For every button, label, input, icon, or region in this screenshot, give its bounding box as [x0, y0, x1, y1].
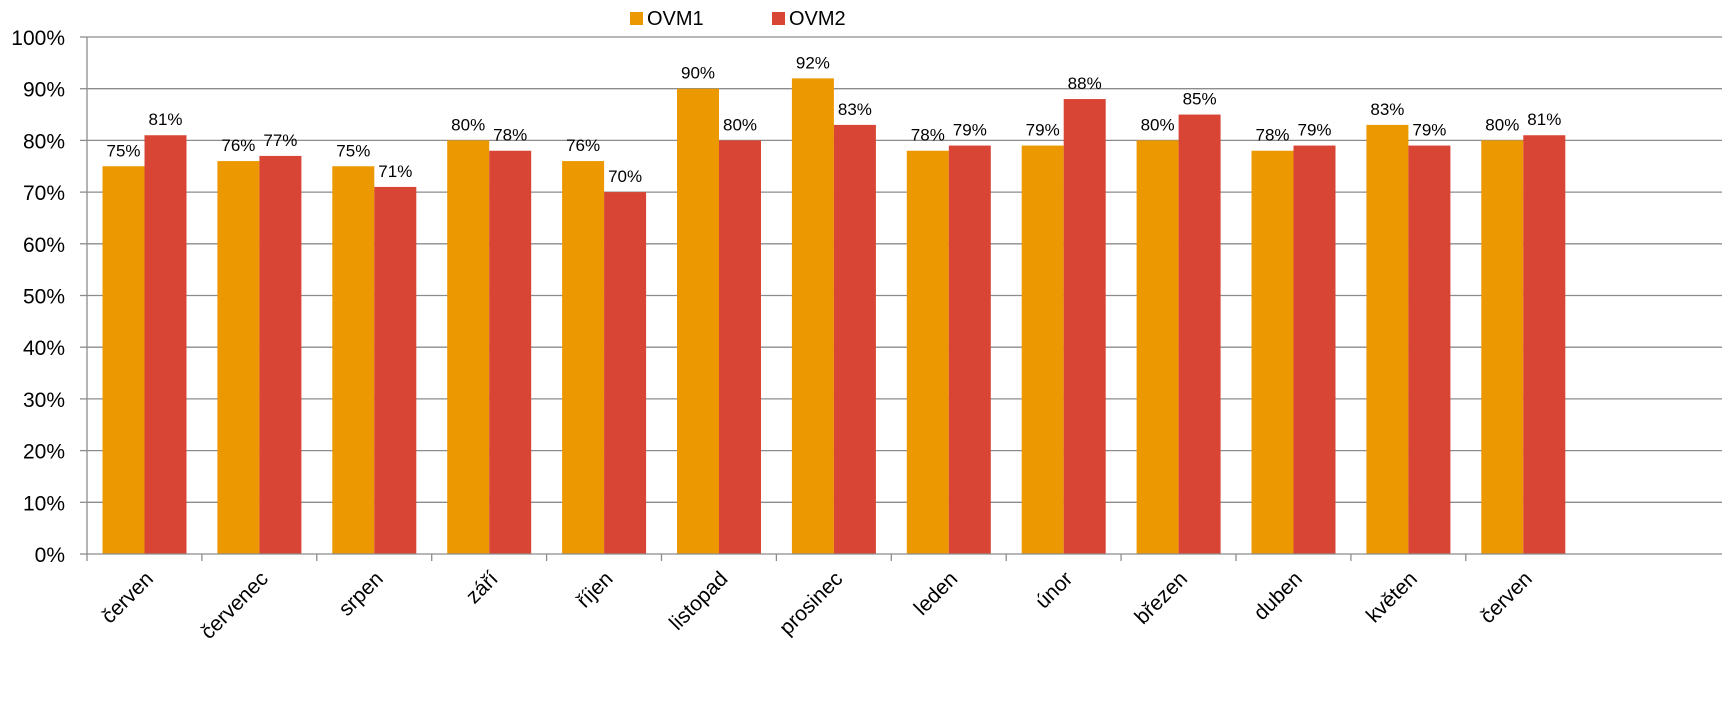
bar-ovm2-1 [259, 155, 302, 554]
x-tick-label: duben [1249, 567, 1307, 625]
y-tick-label: 80% [23, 130, 65, 153]
data-label: 88% [1068, 74, 1102, 93]
x-tick-label: srpen [334, 567, 387, 620]
data-label: 78% [911, 126, 945, 145]
axes [80, 36, 1722, 561]
data-label: 79% [1026, 121, 1060, 140]
legend-label-ovm2: OVM2 [789, 8, 846, 30]
data-label: 80% [1485, 115, 1519, 134]
data-label: 78% [1255, 126, 1289, 145]
y-tick-label: 10% [23, 492, 65, 515]
gridlines [87, 36, 1722, 503]
bar-ovm2-8 [1063, 99, 1106, 554]
legend-label-ovm1: OVM1 [647, 8, 704, 30]
x-tick-label: prosinec [775, 567, 847, 639]
data-label: 75% [106, 141, 140, 160]
bar-ovm2-7 [948, 145, 991, 554]
y-tick-label: 0% [35, 544, 65, 567]
bar-ovm1-6 [791, 78, 834, 555]
data-label: 76% [221, 136, 255, 155]
bar-ovm1-11 [1366, 124, 1409, 554]
bar-ovm2-11 [1408, 145, 1451, 554]
bar-ovm2-0 [144, 135, 187, 555]
y-tick-label: 20% [23, 441, 65, 464]
data-label: 90% [681, 64, 715, 83]
bar-ovm2-10 [1293, 145, 1336, 554]
x-tick-label: březen [1130, 567, 1192, 629]
data-label: 80% [451, 115, 485, 134]
data-label: 80% [1141, 115, 1175, 134]
data-label: 85% [1183, 90, 1217, 109]
bar-ovm1-4 [562, 161, 605, 554]
bar-ovm2-5 [719, 140, 761, 554]
y-tick-label: 100% [11, 27, 65, 50]
y-tick-label: 40% [23, 337, 65, 360]
bar-ovm1-8 [1021, 145, 1064, 554]
data-label: 79% [1297, 121, 1331, 140]
y-tick-labels: 0% 10% 20% 30% 40% 50% 60% 70% 80% 90% 100% [11, 27, 65, 567]
bar-ovm1-10 [1251, 150, 1294, 555]
x-tick-label: leden [910, 567, 963, 620]
x-tick-label: červenec [196, 567, 273, 644]
x-tick-label: říjen [572, 567, 617, 612]
data-label: 79% [953, 121, 987, 140]
data-label: 76% [566, 136, 600, 155]
bars [102, 78, 1566, 555]
data-label: 83% [1370, 100, 1404, 119]
bar-ovm1-9 [1136, 140, 1179, 554]
data-labels: 75% 81% 76% 77% 75% 71% 80% 78% 76% 70% 90% 80% 92% 8… [106, 53, 1561, 186]
bar-ovm1-2 [332, 166, 375, 554]
x-tick-label: květen [1362, 567, 1422, 627]
data-label: 71% [378, 162, 412, 181]
bar-ovm2-6 [833, 124, 876, 554]
bar-ovm1-1 [217, 161, 260, 554]
bar-ovm2-2 [374, 186, 417, 554]
data-label: 81% [1527, 110, 1561, 129]
bar-ovm1-5 [677, 88, 719, 554]
y-tick-label: 70% [23, 182, 65, 205]
x-tick-label: listopad [665, 567, 732, 634]
x-tick-label: červen [1476, 567, 1537, 628]
x-tick-label: září [462, 567, 503, 608]
data-label: 92% [796, 53, 830, 72]
y-tick-label: 50% [23, 286, 65, 309]
y-tick-label: 60% [23, 234, 65, 257]
bar-ovm1-12 [1481, 140, 1524, 554]
x-tick-label: červen [97, 567, 158, 628]
data-label: 70% [608, 167, 642, 186]
bar-ovm2-9 [1178, 114, 1221, 555]
data-label: 75% [336, 141, 370, 160]
legend-swatch-ovm2 [772, 12, 785, 25]
bar-ovm1-3 [447, 140, 490, 554]
data-label: 81% [148, 110, 182, 129]
data-label: 77% [263, 131, 297, 150]
data-label: 78% [493, 126, 527, 145]
data-label: 79% [1412, 121, 1446, 140]
x-tick-label: únor [1031, 567, 1077, 613]
bar-ovm2-4 [604, 192, 647, 554]
y-tick-label: 90% [23, 79, 65, 102]
bar-ovm1-0 [102, 166, 145, 554]
bar-ovm2-12 [1523, 135, 1566, 555]
bar-ovm2-3 [489, 150, 532, 555]
data-label: 80% [723, 115, 757, 134]
y-tick-label: 30% [23, 389, 65, 412]
x-tick-labels: červen červenec srpen září říjen listopad pros… [97, 567, 1537, 644]
data-label: 83% [838, 100, 872, 119]
legend-swatch-ovm1 [630, 12, 643, 25]
legend: OVM1 OVM2 [630, 8, 846, 30]
bar-ovm1-7 [906, 150, 949, 555]
